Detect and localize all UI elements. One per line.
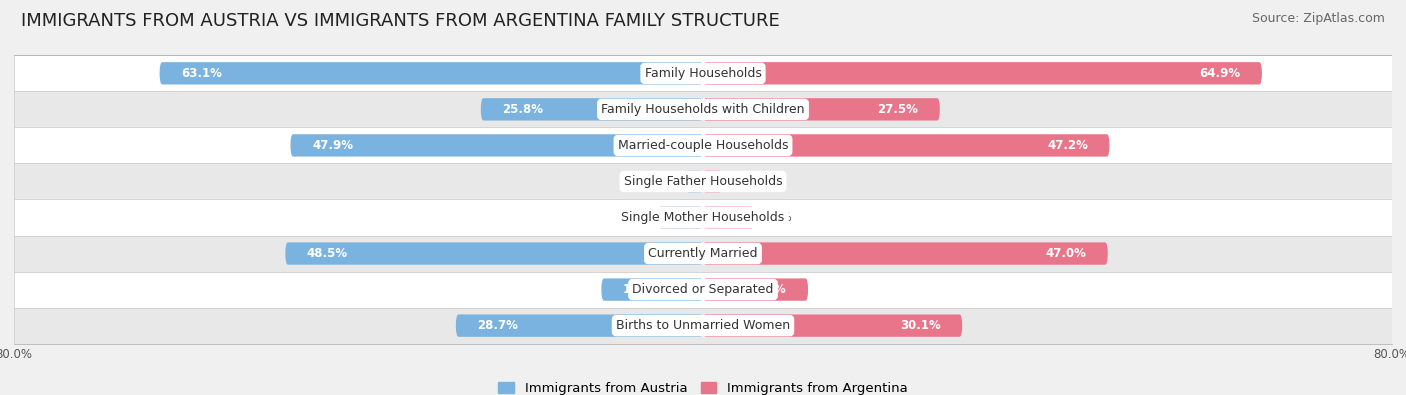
FancyBboxPatch shape [703, 170, 721, 193]
Text: Divorced or Separated: Divorced or Separated [633, 283, 773, 296]
FancyBboxPatch shape [686, 170, 703, 193]
FancyBboxPatch shape [14, 128, 1392, 164]
FancyBboxPatch shape [703, 206, 754, 229]
Text: 11.8%: 11.8% [623, 283, 664, 296]
Text: IMMIGRANTS FROM AUSTRIA VS IMMIGRANTS FROM ARGENTINA FAMILY STRUCTURE: IMMIGRANTS FROM AUSTRIA VS IMMIGRANTS FR… [21, 12, 780, 30]
FancyBboxPatch shape [703, 314, 962, 337]
Text: Single Father Households: Single Father Households [624, 175, 782, 188]
FancyBboxPatch shape [602, 278, 703, 301]
Text: Source: ZipAtlas.com: Source: ZipAtlas.com [1251, 12, 1385, 25]
Text: 2.0%: 2.0% [647, 175, 678, 188]
FancyBboxPatch shape [703, 62, 1263, 85]
FancyBboxPatch shape [456, 314, 703, 337]
FancyBboxPatch shape [14, 91, 1392, 128]
Text: Married-couple Households: Married-couple Households [617, 139, 789, 152]
FancyBboxPatch shape [291, 134, 703, 156]
Text: 47.2%: 47.2% [1047, 139, 1088, 152]
FancyBboxPatch shape [703, 243, 1108, 265]
Text: 2.2%: 2.2% [731, 175, 761, 188]
FancyBboxPatch shape [14, 55, 1392, 91]
FancyBboxPatch shape [481, 98, 703, 120]
Text: 12.2%: 12.2% [745, 283, 786, 296]
Text: Births to Unmarried Women: Births to Unmarried Women [616, 319, 790, 332]
Text: 28.7%: 28.7% [478, 319, 519, 332]
FancyBboxPatch shape [160, 62, 703, 85]
FancyBboxPatch shape [14, 308, 1392, 344]
FancyBboxPatch shape [285, 243, 703, 265]
Text: Family Households with Children: Family Households with Children [602, 103, 804, 116]
FancyBboxPatch shape [658, 206, 703, 229]
FancyBboxPatch shape [703, 278, 808, 301]
Text: 5.9%: 5.9% [762, 211, 792, 224]
FancyBboxPatch shape [14, 235, 1392, 272]
Text: Single Mother Households: Single Mother Households [621, 211, 785, 224]
Legend: Immigrants from Austria, Immigrants from Argentina: Immigrants from Austria, Immigrants from… [494, 377, 912, 395]
Text: 47.0%: 47.0% [1045, 247, 1087, 260]
Text: Currently Married: Currently Married [648, 247, 758, 260]
FancyBboxPatch shape [703, 98, 939, 120]
FancyBboxPatch shape [14, 199, 1392, 235]
Text: 48.5%: 48.5% [307, 247, 347, 260]
Text: 47.9%: 47.9% [312, 139, 353, 152]
Text: 25.8%: 25.8% [502, 103, 543, 116]
Text: 30.1%: 30.1% [900, 319, 941, 332]
Text: Family Households: Family Households [644, 67, 762, 80]
FancyBboxPatch shape [703, 134, 1109, 156]
Text: 63.1%: 63.1% [181, 67, 222, 80]
Text: 5.2%: 5.2% [620, 211, 650, 224]
FancyBboxPatch shape [14, 272, 1392, 308]
Text: 27.5%: 27.5% [877, 103, 918, 116]
FancyBboxPatch shape [14, 164, 1392, 199]
Text: 64.9%: 64.9% [1199, 67, 1240, 80]
